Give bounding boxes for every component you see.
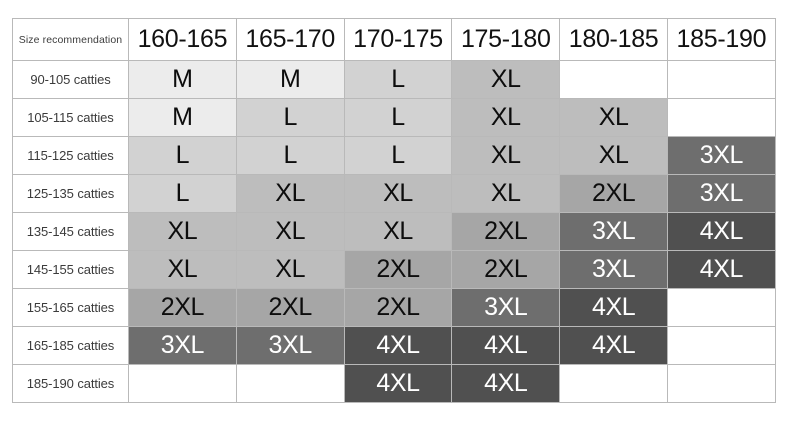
size-cell: 2XL <box>235 288 345 327</box>
size-cell: L <box>235 136 345 175</box>
size-cell: XL <box>235 212 345 251</box>
table-header-row: Size recommendation 160-165 165-170 170-175… <box>12 18 776 61</box>
size-cell: 2XL <box>451 212 561 251</box>
column-header-height-165-170: 165-170 <box>235 18 345 61</box>
size-cell: 2XL <box>559 174 668 213</box>
size-cell: L <box>128 136 237 175</box>
size-cell: XL <box>235 250 345 289</box>
size-cell: XL <box>451 98 561 137</box>
size-cell: XL <box>451 136 561 175</box>
size-cell: 4XL <box>559 288 668 327</box>
table-row: 155-165 catties 2XL 2XL 2XL 3XL 4XL <box>12 288 776 327</box>
column-header-height-160-165: 160-165 <box>128 18 237 61</box>
size-cell: 2XL <box>128 288 237 327</box>
row-header-weight: 115-125 catties <box>12 136 129 175</box>
row-header-weight: 135-145 catties <box>12 212 129 251</box>
size-cell: XL <box>235 174 345 213</box>
size-cell: 3XL <box>451 288 561 327</box>
column-header-height-175-180: 175-180 <box>451 18 561 61</box>
row-header-weight: 90-105 catties <box>12 60 129 99</box>
size-cell: XL <box>343 174 453 213</box>
table-row: 145-155 catties XL XL 2XL 2XL 3XL 4XL <box>12 250 776 289</box>
size-cell: 4XL <box>343 326 453 365</box>
table-row: 90-105 catties M M L XL <box>12 60 776 99</box>
size-cell: M <box>128 98 237 137</box>
size-cell: XL <box>451 60 561 99</box>
size-cell: 3XL <box>128 326 237 365</box>
size-cell: 4XL <box>343 364 453 403</box>
size-cell: L <box>343 136 453 175</box>
size-cell: M <box>128 60 237 99</box>
size-cell: 4XL <box>666 250 776 289</box>
size-cell: XL <box>559 136 668 175</box>
column-header-height-170-175: 170-175 <box>343 18 453 61</box>
size-cell: XL <box>128 212 237 251</box>
column-header-height-180-185: 180-185 <box>559 18 668 61</box>
row-header-weight: 145-155 catties <box>12 250 129 289</box>
size-table: Size recommendation 160-165 165-170 170-175… <box>12 18 776 403</box>
size-cell: XL <box>559 98 668 137</box>
size-cell: 4XL <box>451 364 561 403</box>
table-row: 115-125 catties L L L XL XL 3XL <box>12 136 776 175</box>
table-row: 125-135 catties L XL XL XL 2XL 3XL <box>12 174 776 213</box>
size-cell: XL <box>451 174 561 213</box>
size-cell <box>559 364 668 403</box>
size-cell <box>128 364 237 403</box>
row-header-weight: 165-185 catties <box>12 326 129 365</box>
row-header-weight: 105-115 catties <box>12 98 129 137</box>
size-recommendation-chart: Size recommendation 160-165 165-170 170-175… <box>12 18 776 403</box>
size-cell: 2XL <box>343 288 453 327</box>
row-header-weight: 185-190 catties <box>12 364 129 403</box>
size-cell <box>666 326 776 365</box>
size-cell: L <box>235 98 345 137</box>
size-cell: XL <box>343 212 453 251</box>
size-cell: 3XL <box>559 250 668 289</box>
size-cell: L <box>343 60 453 99</box>
size-cell <box>666 60 776 99</box>
size-cell: 2XL <box>451 250 561 289</box>
size-cell: 3XL <box>235 326 345 365</box>
row-header-weight: 155-165 catties <box>12 288 129 327</box>
size-cell <box>559 60 668 99</box>
table-row: 135-145 catties XL XL XL 2XL 3XL 4XL <box>12 212 776 251</box>
table-row: 165-185 catties 3XL 3XL 4XL 4XL 4XL <box>12 326 776 365</box>
size-cell: 4XL <box>666 212 776 251</box>
column-header-height-185-190: 185-190 <box>666 18 776 61</box>
size-cell <box>666 98 776 137</box>
size-cell: 3XL <box>666 136 776 175</box>
corner-label: Size recommendation <box>12 18 129 61</box>
row-header-weight: 125-135 catties <box>12 174 129 213</box>
table-row: 105-115 catties M L L XL XL <box>12 98 776 137</box>
size-cell: L <box>128 174 237 213</box>
size-cell: XL <box>128 250 237 289</box>
size-cell: M <box>235 60 345 99</box>
size-cell: 2XL <box>343 250 453 289</box>
size-cell: L <box>343 98 453 137</box>
size-cell <box>666 364 776 403</box>
size-cell: 4XL <box>451 326 561 365</box>
size-cell: 4XL <box>559 326 668 365</box>
size-cell: 3XL <box>666 174 776 213</box>
size-cell <box>235 364 345 403</box>
table-row: 185-190 catties 4XL 4XL <box>12 364 776 403</box>
size-cell: 3XL <box>559 212 668 251</box>
size-cell <box>666 288 776 327</box>
